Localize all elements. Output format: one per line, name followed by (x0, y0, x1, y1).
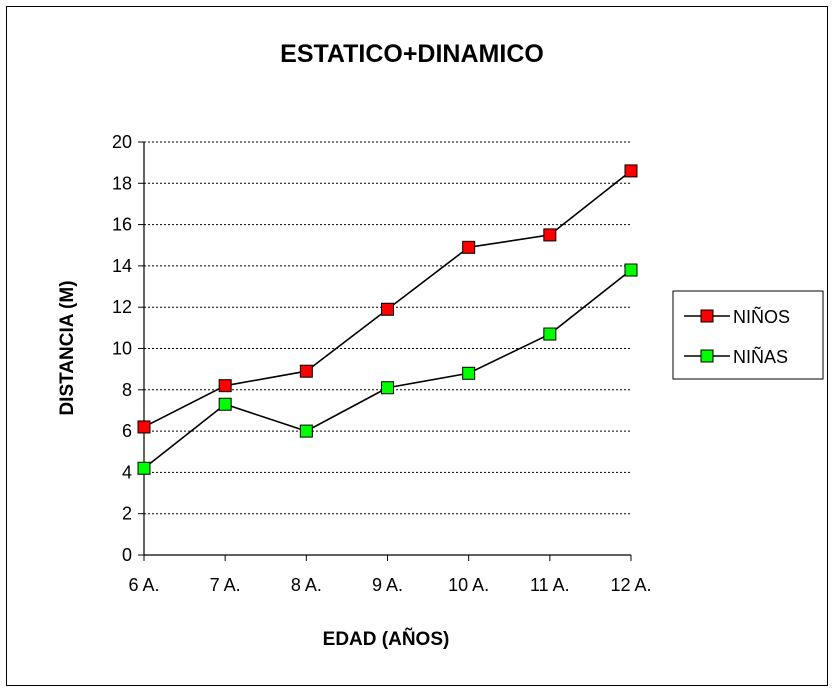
chart-title: ESTATICO+DINAMICO (280, 40, 544, 68)
y-tick-label: 10 (112, 339, 132, 359)
data-point (624, 263, 638, 277)
data-point (543, 327, 557, 341)
data-point (543, 228, 557, 242)
x-axis-title: EDAD (AÑOS) (323, 628, 450, 650)
series-line-1 (143, 269, 632, 469)
data-point (381, 302, 394, 316)
y-tick-labels: 0 2 4 6 8 10 12 14 16 18 20 (112, 132, 132, 565)
y-axis-title: DISTANCIA (M) (57, 280, 78, 415)
y-tick-label: 2 (122, 504, 132, 524)
y-tick-label: 4 (122, 462, 132, 482)
x-tick-label: 11 A. (530, 575, 570, 595)
data-point (218, 397, 232, 411)
data-point (137, 461, 151, 475)
data-point (299, 364, 313, 378)
y-tick-label: 18 (112, 173, 132, 193)
legend-label: NIÑOS (733, 306, 790, 327)
x-tick-label: 8 A. (291, 575, 322, 595)
x-tick-labels: 6 A. 7 A. 8 A. 9 A. 10 A. 11 A. 12 A. (128, 575, 651, 595)
x-tick-label: 7 A. (210, 575, 241, 595)
legend-marker (700, 349, 714, 363)
y-tick-label: 8 (122, 380, 132, 400)
legend: NIÑOS NIÑAS (672, 290, 824, 380)
legend-label: NIÑAS (733, 346, 788, 367)
y-tick-label: 16 (112, 215, 132, 235)
data-point (381, 381, 394, 395)
y-tick-label: 14 (112, 256, 132, 276)
y-tick-label: 12 (112, 297, 132, 317)
data-point (462, 240, 476, 254)
x-tick-label: 10 A. (448, 575, 489, 595)
data-point (137, 420, 151, 434)
data-point (624, 164, 638, 178)
data-point (299, 424, 313, 438)
x-tick-label: 12 A. (610, 575, 651, 595)
y-tick-label: 6 (122, 421, 132, 441)
axes (138, 141, 632, 561)
data-point (462, 366, 476, 380)
data-point (218, 379, 232, 393)
y-tick-label: 20 (112, 132, 132, 152)
y-tick-label: 0 (122, 545, 132, 565)
series-lines (137, 164, 638, 475)
legend-box (672, 290, 824, 380)
x-tick-label: 6 A. (128, 575, 159, 595)
legend-marker (700, 309, 714, 323)
x-tick-label: 9 A. (372, 575, 403, 595)
